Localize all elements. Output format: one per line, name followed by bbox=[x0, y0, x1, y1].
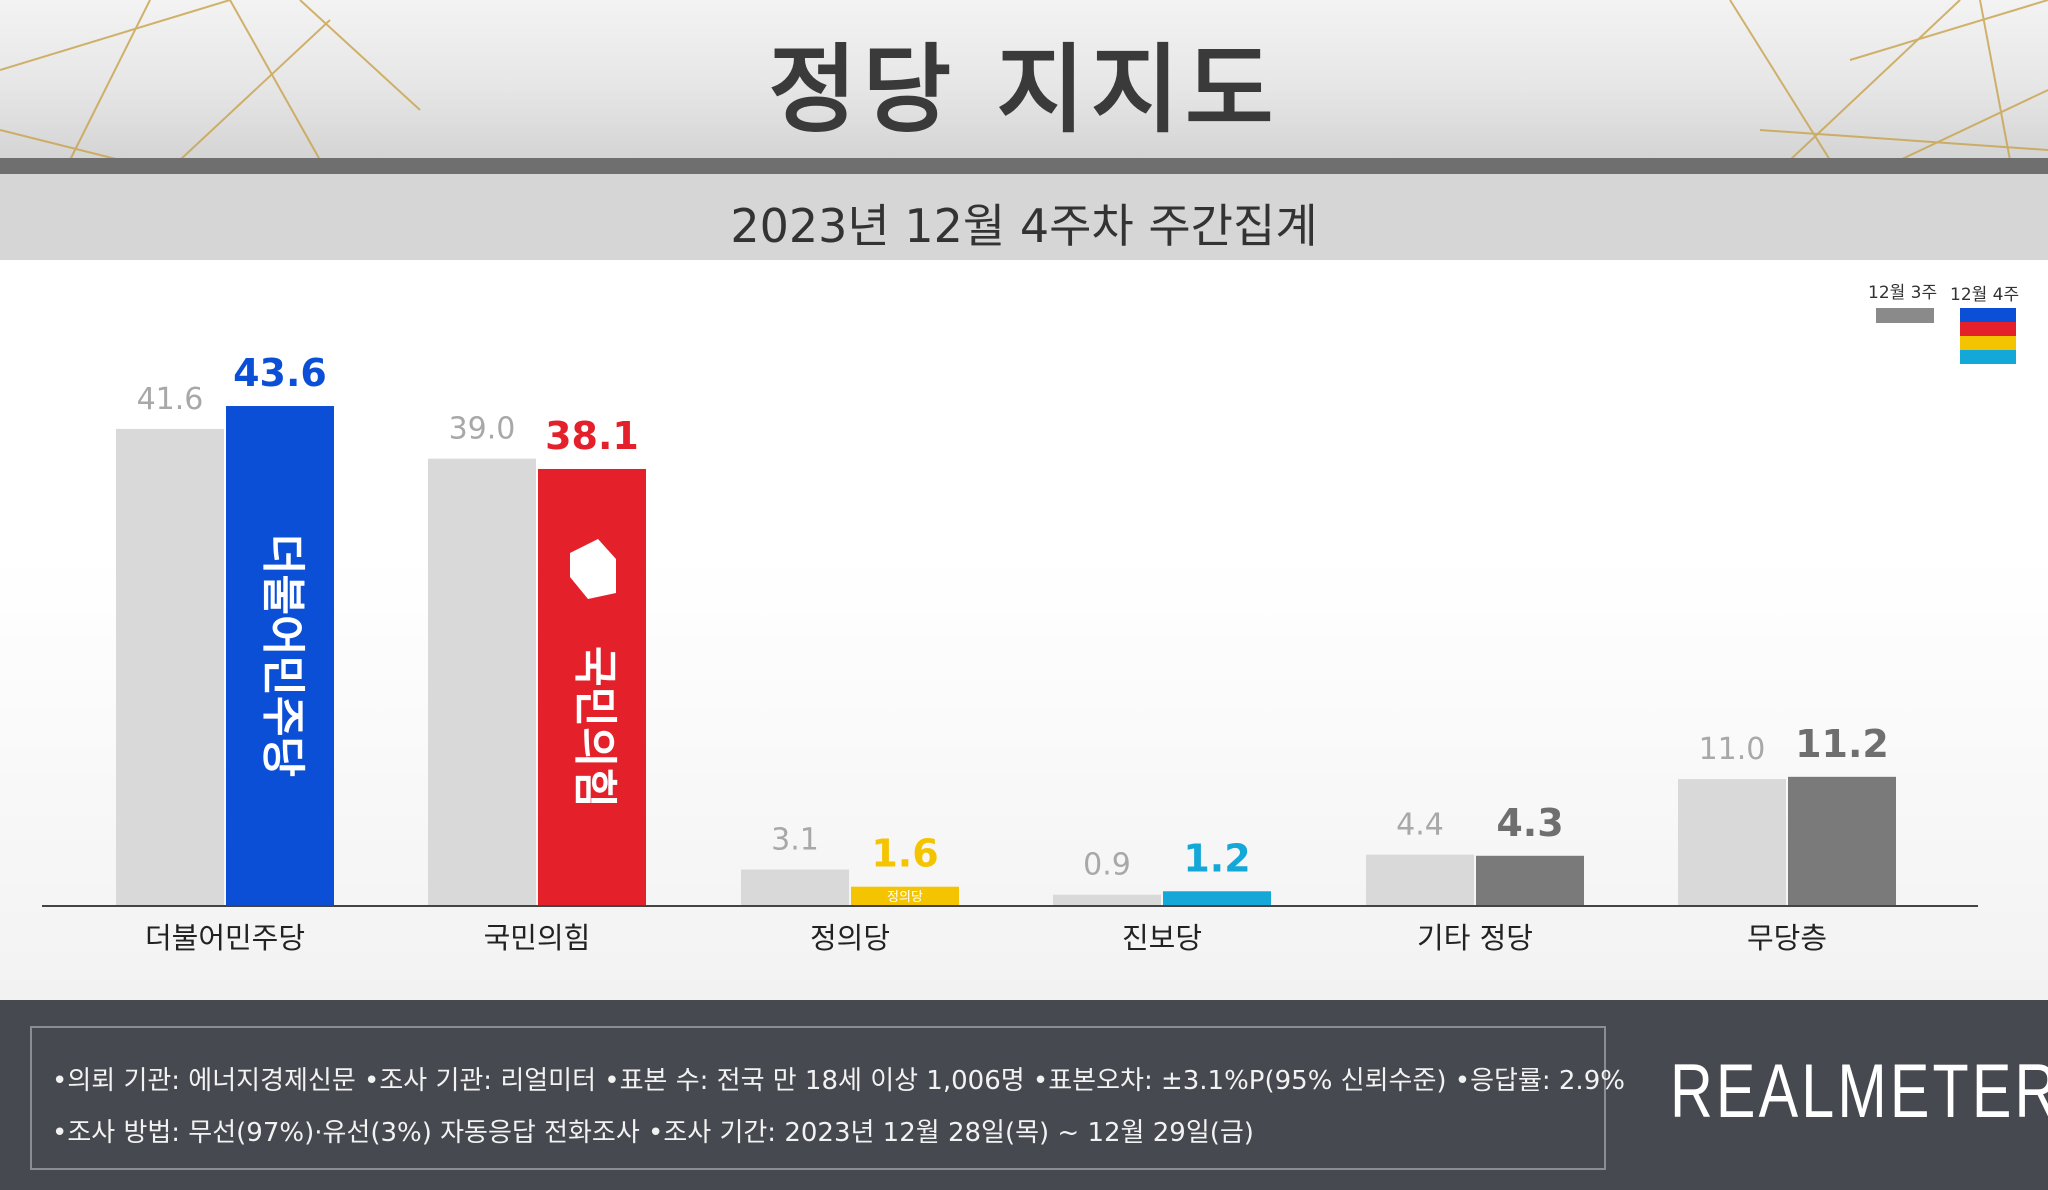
value-label-previous-3: 0.9 bbox=[1083, 848, 1131, 883]
footer: •의뢰 기관: 에너지경제신문 •조사 기관: 리얼미터 •표본 수: 전국 만… bbox=[0, 1000, 2048, 1190]
bar-previous-5 bbox=[1678, 779, 1786, 905]
bar-previous-0 bbox=[116, 428, 224, 905]
value-label-previous-1: 39.0 bbox=[449, 412, 516, 447]
bar-party-logo-2: 정의당 bbox=[887, 890, 923, 905]
legend-swatch-yellow bbox=[1960, 336, 2016, 350]
legend-current-swatch bbox=[1960, 308, 2016, 364]
category-label-3: 진보당 bbox=[1122, 921, 1202, 955]
bar-previous-2 bbox=[741, 869, 849, 905]
bar-current-5 bbox=[1788, 776, 1896, 905]
value-label-previous-5: 11.0 bbox=[1699, 732, 1766, 767]
value-label-current-2: 1.6 bbox=[871, 832, 938, 876]
page-subtitle: 2023년 12월 4주차 주간집계 bbox=[730, 199, 1318, 253]
value-label-current-0: 43.6 bbox=[233, 351, 327, 395]
legend-current-label: 12월 4주 bbox=[1950, 285, 2020, 305]
bar-current-2 bbox=[851, 886, 959, 905]
header-divider bbox=[0, 158, 2048, 174]
bar-current-1 bbox=[538, 468, 646, 905]
legend-swatch-blue bbox=[1960, 308, 2016, 322]
category-label-4: 기타 정당 bbox=[1417, 921, 1533, 955]
legend-previous-swatch bbox=[1876, 308, 1934, 323]
bar-party-logo-1: 국민의힘 bbox=[569, 646, 620, 808]
bar-current-3 bbox=[1163, 891, 1271, 905]
bar-party-logo-0: 더불어민주당 bbox=[257, 534, 308, 777]
legend-swatch-cyan bbox=[1960, 350, 2016, 364]
value-label-previous-4: 4.4 bbox=[1396, 808, 1444, 843]
value-label-current-5: 11.2 bbox=[1795, 722, 1889, 766]
brand-logo: REALMETER bbox=[1670, 1049, 2048, 1134]
survey-note-line-2: •조사 방법: 무선(97%)·유선(3%) 자동응답 전화조사 •조사 기간:… bbox=[52, 1118, 1254, 1148]
category-label-0: 더불어민주당 bbox=[145, 921, 305, 955]
category-label-5: 무당층 bbox=[1747, 921, 1827, 955]
bar-previous-4 bbox=[1366, 854, 1474, 905]
legend-previous-label: 12월 3주 bbox=[1868, 283, 1938, 303]
bar-current-0 bbox=[226, 406, 334, 905]
value-label-current-1: 38.1 bbox=[545, 414, 639, 458]
bar-current-4 bbox=[1476, 855, 1584, 905]
bar-previous-1 bbox=[428, 458, 536, 905]
header: 정당 지지도 bbox=[0, 0, 2048, 160]
party-symbol-icon bbox=[570, 538, 616, 599]
gold-lines-decoration bbox=[0, 0, 2048, 160]
value-label-previous-0: 41.6 bbox=[137, 382, 204, 417]
bar-previous-3 bbox=[1053, 894, 1161, 905]
survey-note-line-1: •의뢰 기관: 에너지경제신문 •조사 기관: 리얼미터 •표본 수: 전국 만… bbox=[52, 1066, 1625, 1096]
category-label-1: 국민의힘 bbox=[484, 921, 591, 955]
page-title: 정당 지지도 bbox=[768, 34, 1280, 146]
legend: 12월 3주 12월 4주 bbox=[1868, 278, 2028, 378]
value-label-previous-2: 3.1 bbox=[771, 823, 819, 858]
subtitle-band: 2023년 12월 4주차 주간집계 bbox=[0, 174, 2048, 260]
value-label-current-4: 4.3 bbox=[1496, 801, 1563, 845]
chart-area: 41.6 43.6 더불어민주당 더불어민주당 39.0 38.1 국민의힘 국민의힘 3.1 1… bbox=[0, 260, 2048, 1000]
value-label-current-3: 1.2 bbox=[1183, 836, 1250, 880]
survey-notes-box: •의뢰 기관: 에너지경제신문 •조사 기관: 리얼미터 •표본 수: 전국 만… bbox=[30, 1026, 1625, 1170]
legend-swatch-red bbox=[1960, 322, 2016, 336]
category-label-2: 정의당 bbox=[810, 921, 890, 955]
